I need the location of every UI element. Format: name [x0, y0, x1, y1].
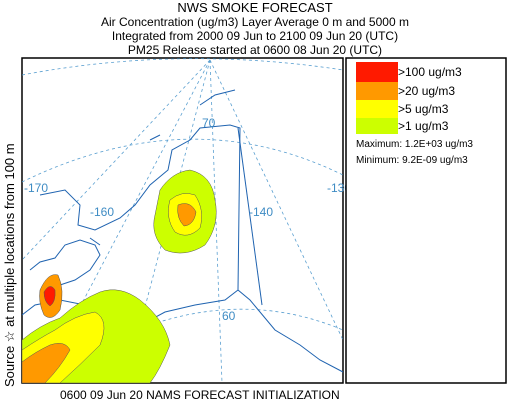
graticule	[22, 59, 211, 261]
grid-label: -170	[24, 181, 48, 195]
legend-label: >5 ug/m3	[398, 102, 449, 116]
maximum: Maximum: 1.2E+03 ug/m3	[356, 139, 473, 150]
graticule	[39, 59, 211, 383]
grid-label: 60	[222, 309, 236, 323]
source-label: Source ☆ at multiple locations from 100 …	[2, 143, 17, 387]
smoke-area	[43, 286, 56, 307]
graticule	[209, 59, 343, 341]
smoke-area	[22, 343, 71, 383]
graticule	[22, 138, 343, 183]
coastline	[22, 89, 236, 316]
grid-label: -140	[249, 205, 273, 219]
smoke-area	[177, 203, 197, 227]
legend: >100 ug/m3 >20 ug/m3 >5 ug/m3 >1 ug/m3	[356, 62, 462, 134]
legend-label: >20 ug/m3	[398, 84, 455, 98]
legend-swatch	[356, 62, 398, 82]
footer: 0600 09 Jun 20 NAMS FORECAST INITIALIZAT…	[60, 388, 340, 401]
grid-label: -160	[90, 205, 114, 219]
minimum: Minimum: 9.2E-09 ug/m3	[356, 155, 468, 166]
legend-swatch	[356, 118, 398, 134]
graticule	[22, 58, 343, 76]
legend-label: >1 ug/m3	[398, 119, 449, 133]
legend-swatch	[356, 82, 398, 100]
title: NWS SMOKE FORECAST	[177, 0, 332, 15]
map: 70 -170 -160 -140 -130 60	[22, 58, 351, 383]
subtitle: Air Concentration (ug/m3) Layer Average …	[101, 15, 409, 29]
grid-label: 70	[202, 116, 216, 130]
legend-swatch	[356, 100, 398, 118]
subtitle: PM25 Release started at 0600 08 Jun 20 (…	[128, 43, 382, 57]
border	[237, 127, 263, 306]
legend-label: >100 ug/m3	[398, 65, 462, 79]
subtitle: Integrated from 2000 09 Jun to 2100 09 J…	[112, 29, 398, 43]
